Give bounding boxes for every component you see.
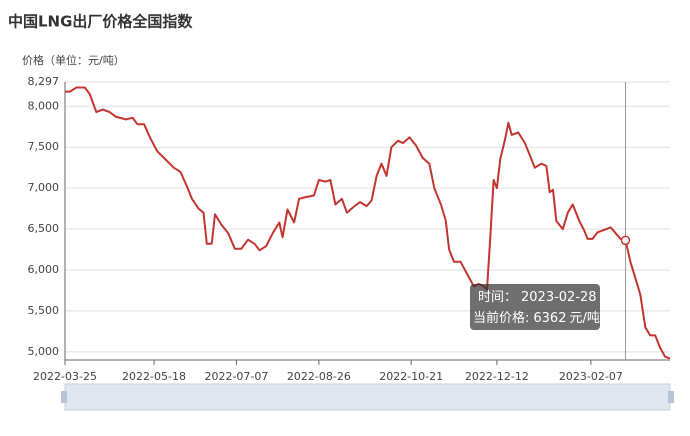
zoom-slider[interactable]: [64, 383, 671, 411]
tooltip-line: 当前价格: 6362 元/吨: [473, 310, 600, 326]
y-tick-label: 5,500: [28, 304, 60, 317]
tooltip-box: [470, 284, 600, 330]
y-tick-label: 6,000: [28, 263, 60, 276]
tooltip-value: 6362: [533, 311, 566, 326]
y-tick-label: 7,500: [28, 140, 60, 153]
zoom-handle[interactable]: [668, 391, 674, 403]
tooltip-line: 时间： 2023-02-28: [478, 290, 597, 305]
hover-marker: [620, 235, 631, 246]
y-axis-title: 价格（单位：元/吨）: [22, 53, 125, 67]
x-tick-label: 2023-02-07: [559, 370, 623, 383]
tooltip: 时间： 2023-02-28 当前价格: 6362 元/吨: [470, 284, 600, 330]
y-tick-label: 7,000: [28, 181, 60, 194]
x-tick-label: 2022-03-25: [33, 370, 97, 383]
zoom-handle[interactable]: [61, 391, 67, 403]
x-tick-label: 2022-05-18: [122, 370, 186, 383]
line-series: [65, 86, 671, 360]
y-tick-label: 8,000: [28, 99, 60, 112]
x-tick-label: 2022-10-21: [379, 370, 443, 383]
y-tick-label: 5,000: [28, 345, 60, 358]
tooltip-date: 2023-02-28: [521, 290, 597, 305]
x-tick-label: 2022-08-26: [287, 370, 351, 383]
tooltip-unit: 元/吨: [569, 311, 599, 326]
y-tick-label: 6,500: [28, 222, 60, 235]
x-tick-label: 2022-12-12: [465, 370, 529, 383]
tooltip-label: 当前价格:: [473, 310, 529, 326]
y-tick-label: 8,297: [28, 75, 60, 88]
chart-title: 中国LNG出厂价格全国指数: [8, 13, 193, 31]
x-tick-label: 2022-07-07: [204, 370, 268, 383]
tooltip-label: 时间：: [478, 290, 517, 305]
